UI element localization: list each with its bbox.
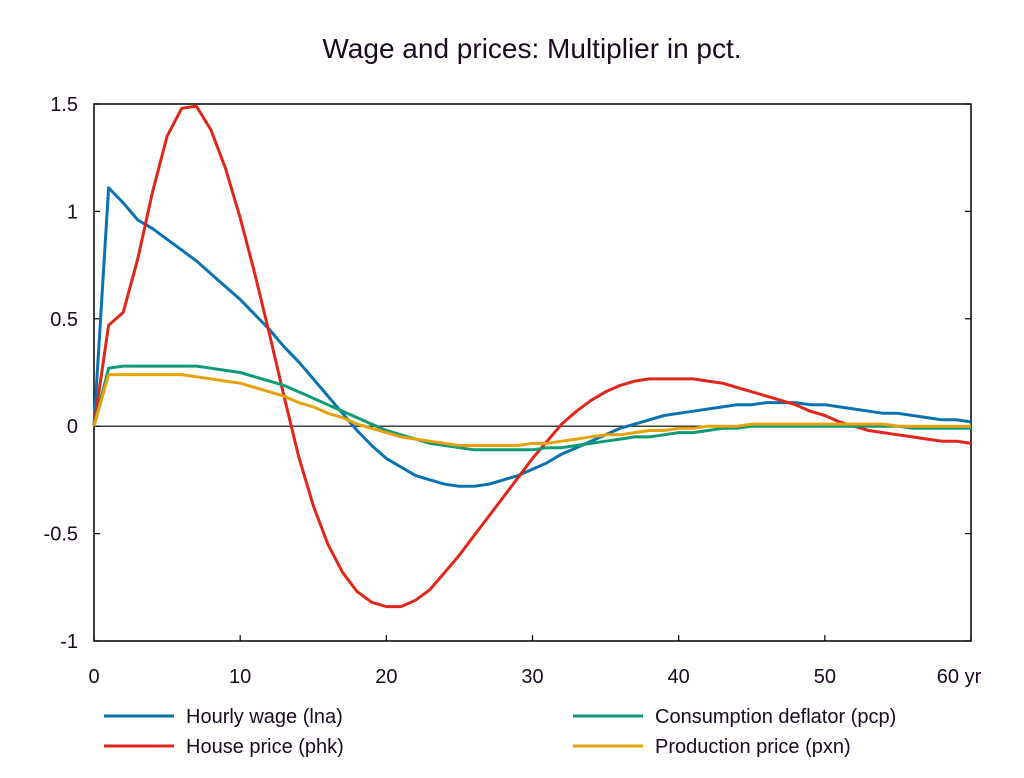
legend: Hourly wage (lna) House price (phk) Consum… xyxy=(104,706,896,758)
plot-frame xyxy=(93,103,972,642)
legend-label-1: House price (phk) xyxy=(186,736,344,758)
series-line-3 xyxy=(92,373,971,447)
chart-title: Wage and prices: Multiplier in pct. xyxy=(322,33,741,64)
x-tick-label: 30 xyxy=(521,666,543,688)
y-tick-label: 0.5 xyxy=(50,309,78,331)
y-tick-label: -0.5 xyxy=(44,524,78,546)
series-line-0 xyxy=(92,186,972,488)
y-tick-label: 1.5 xyxy=(50,94,78,116)
y-tick-label: 0 xyxy=(67,416,78,438)
x-tick-label: 50 xyxy=(814,666,836,688)
series-line-2 xyxy=(92,364,971,452)
legend-label-2: Consumption deflator (pcp) xyxy=(655,706,896,728)
x-tick-label: 60 yr xyxy=(937,666,982,688)
series-line-1 xyxy=(92,104,972,609)
legend-label-3: Production price (pxn) xyxy=(655,736,851,758)
x-tick-label: 10 xyxy=(229,666,251,688)
x-tick-label: 40 xyxy=(668,666,690,688)
series-group xyxy=(92,104,972,609)
y-tick-label: -1 xyxy=(60,631,78,653)
x-tick-label: 20 xyxy=(375,666,397,688)
legend-label-0: Hourly wage (lna) xyxy=(186,706,343,728)
axes: 1.5 1 0.5 0 -0.5 -1 0 10 20 30 40 50 60 yr xyxy=(44,94,982,688)
y-tick-label: 1 xyxy=(67,201,78,223)
x-tick-label: 0 xyxy=(88,666,99,688)
